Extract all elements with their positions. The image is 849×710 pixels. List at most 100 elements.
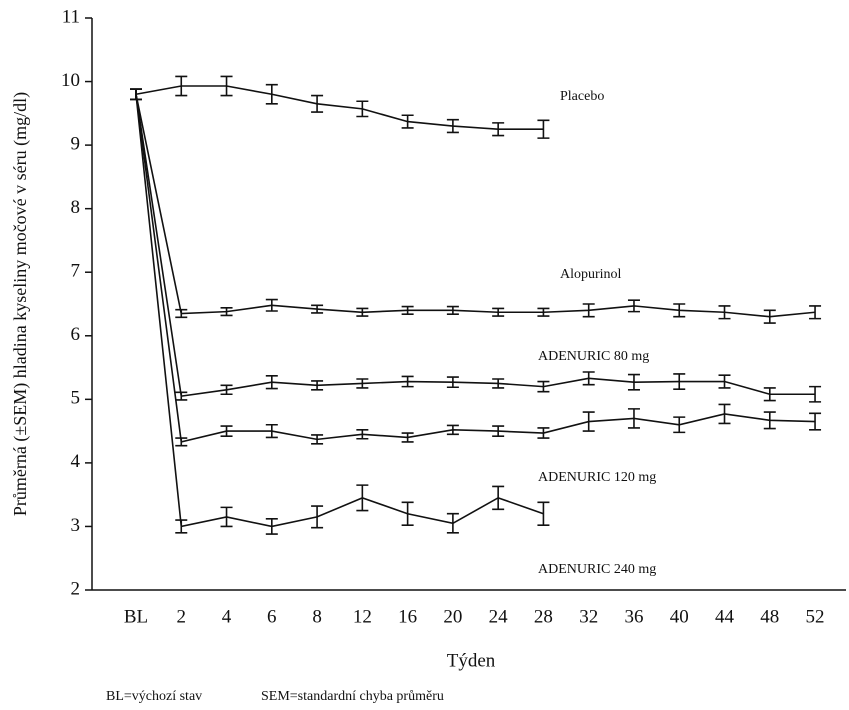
error-bar (265, 518, 278, 535)
error-bar (175, 308, 188, 319)
x-tick-label: 24 (489, 606, 509, 627)
x-tick-label: 40 (670, 606, 689, 627)
error-bar (537, 501, 550, 526)
x-tick-label: 28 (534, 606, 553, 627)
error-bar (537, 119, 550, 139)
error-bar (265, 83, 278, 105)
series-line (135, 94, 544, 528)
error-bar (265, 298, 278, 312)
x-tick-label: 48 (760, 606, 779, 627)
error-bar (401, 501, 414, 526)
error-bar (220, 506, 233, 528)
footnote: SEM=standardní chyba průměru (261, 689, 444, 704)
error-bar (311, 304, 324, 314)
y-tick-label: 8 (71, 197, 81, 218)
x-tick-label: 6 (267, 606, 277, 627)
error-bar (446, 376, 459, 389)
error-bar (265, 375, 278, 390)
error-bar (627, 373, 640, 391)
error-bar (446, 118, 459, 134)
error-bar (492, 485, 505, 511)
error-bar (220, 75, 233, 97)
error-bar (220, 425, 233, 437)
error-bar (265, 423, 278, 439)
error-bar (175, 75, 188, 97)
error-bar (763, 309, 776, 324)
error-bar (401, 375, 414, 388)
series-line (135, 94, 816, 443)
error-bar (763, 411, 776, 430)
error-bar (175, 391, 188, 401)
series-label: ADENURIC 120 mg (538, 470, 656, 485)
y-tick-label: 10 (61, 70, 80, 91)
error-bar (130, 88, 142, 101)
error-bar (356, 378, 369, 389)
x-tick-label: 16 (398, 606, 417, 627)
x-tick-label: 4 (222, 606, 232, 627)
y-tick-label: 5 (71, 388, 81, 409)
y-tick-label: 4 (71, 451, 81, 472)
y-axis-label: Průměrná (±SEM) hladina kyseliny močové … (10, 92, 31, 516)
series-line (135, 94, 816, 398)
error-bar (809, 305, 822, 320)
x-tick-label: 32 (579, 606, 598, 627)
error-bar (220, 384, 233, 396)
error-bar (401, 432, 414, 443)
error-bar (492, 122, 505, 137)
series-label: ADENURIC 240 mg (538, 562, 656, 577)
error-bar (673, 373, 686, 390)
error-bar (718, 403, 731, 425)
error-bar (718, 374, 731, 389)
y-tick-label: 6 (71, 324, 81, 345)
y-tick-label: 2 (71, 578, 81, 599)
error-bar (492, 378, 505, 389)
error-bar (582, 371, 595, 386)
error-bar (356, 429, 369, 440)
error-bar (582, 411, 595, 432)
x-tick-label: BL (124, 606, 148, 627)
x-axis-label: Týden (447, 650, 496, 671)
error-bar (356, 307, 369, 317)
error-bar (220, 307, 233, 317)
error-bar (446, 305, 459, 315)
error-bar (673, 416, 686, 434)
x-tick-label: 2 (177, 606, 187, 627)
footnote: BL=výchozí stav (106, 689, 202, 704)
series-label: Alopurinol (560, 267, 622, 282)
series-label: Placebo (560, 89, 604, 104)
error-bar (537, 380, 550, 393)
y-tick-label: 3 (71, 515, 81, 536)
error-bar (809, 385, 822, 403)
error-bar (627, 408, 640, 429)
x-tick-label: 52 (806, 606, 825, 627)
error-bar (763, 387, 776, 402)
error-bar (311, 434, 324, 445)
x-tick-label: 8 (312, 606, 322, 627)
series-line (135, 94, 816, 318)
y-tick-label: 9 (71, 133, 81, 154)
error-bar (175, 519, 188, 534)
error-bar (175, 437, 188, 447)
series-label: ADENURIC 80 mg (538, 349, 649, 364)
error-bar (311, 505, 324, 529)
error-bar (356, 100, 369, 118)
error-bar (401, 305, 414, 315)
x-tick-label: 12 (353, 606, 372, 627)
x-tick-label: 36 (624, 606, 643, 627)
error-bar (492, 425, 505, 437)
error-bar (401, 114, 414, 129)
error-bar (809, 412, 822, 431)
series-line (135, 85, 544, 131)
error-bar (673, 303, 686, 318)
error-bar (718, 305, 731, 320)
error-bar (627, 299, 640, 313)
error-bar (311, 380, 324, 391)
y-tick-label: 11 (62, 6, 80, 27)
error-bar (446, 512, 459, 534)
x-tick-label: 44 (715, 606, 735, 627)
error-bar (537, 307, 550, 317)
error-bar (537, 427, 550, 439)
y-tick-label: 7 (71, 261, 81, 282)
error-bar (582, 303, 595, 318)
